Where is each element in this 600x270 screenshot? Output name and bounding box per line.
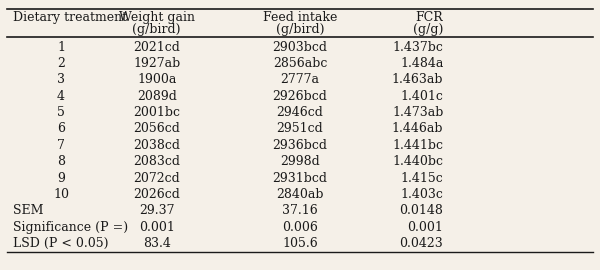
- Text: 2026cd: 2026cd: [133, 188, 180, 201]
- Text: 2001bc: 2001bc: [133, 106, 180, 119]
- Text: 1.440bc: 1.440bc: [392, 155, 443, 168]
- Text: 2089d: 2089d: [137, 90, 176, 103]
- Text: 9: 9: [57, 172, 65, 185]
- Text: 1927ab: 1927ab: [133, 57, 180, 70]
- Text: (g/g): (g/g): [413, 23, 443, 36]
- Text: 6: 6: [57, 123, 65, 136]
- Text: Weight gain: Weight gain: [119, 11, 194, 24]
- Text: 1.441bc: 1.441bc: [392, 139, 443, 152]
- Text: 2840ab: 2840ab: [276, 188, 324, 201]
- Text: 2998d: 2998d: [280, 155, 320, 168]
- Text: 37.16: 37.16: [282, 204, 318, 217]
- Text: (g/bird): (g/bird): [276, 23, 324, 36]
- Text: 105.6: 105.6: [282, 237, 318, 250]
- Text: 0.006: 0.006: [282, 221, 318, 234]
- Text: 1: 1: [57, 40, 65, 53]
- Text: (g/bird): (g/bird): [133, 23, 181, 36]
- Text: 0.001: 0.001: [407, 221, 443, 234]
- Text: 2038cd: 2038cd: [133, 139, 180, 152]
- Text: 3: 3: [57, 73, 65, 86]
- Text: 2056cd: 2056cd: [133, 123, 180, 136]
- Text: 2936bcd: 2936bcd: [272, 139, 328, 152]
- Text: Significance (P =): Significance (P =): [13, 221, 128, 234]
- Text: 2: 2: [57, 57, 65, 70]
- Text: 2926bcd: 2926bcd: [272, 90, 328, 103]
- Text: 0.0148: 0.0148: [400, 204, 443, 217]
- Text: 4: 4: [57, 90, 65, 103]
- Text: 2072cd: 2072cd: [133, 172, 180, 185]
- Text: 1.473ab: 1.473ab: [392, 106, 443, 119]
- Text: 10: 10: [53, 188, 69, 201]
- Text: LSD (P < 0.05): LSD (P < 0.05): [13, 237, 109, 250]
- Text: 1.401c: 1.401c: [400, 90, 443, 103]
- Text: 7: 7: [57, 139, 65, 152]
- Text: 1.403c: 1.403c: [400, 188, 443, 201]
- Text: 8: 8: [57, 155, 65, 168]
- Text: 5: 5: [57, 106, 65, 119]
- Text: 2083cd: 2083cd: [133, 155, 180, 168]
- Text: 2777a: 2777a: [281, 73, 320, 86]
- Text: 2903bcd: 2903bcd: [272, 40, 328, 53]
- Text: 1.463ab: 1.463ab: [392, 73, 443, 86]
- Text: 2856abc: 2856abc: [273, 57, 327, 70]
- Text: 1.415c: 1.415c: [401, 172, 443, 185]
- Text: 29.37: 29.37: [139, 204, 175, 217]
- Text: 1.446ab: 1.446ab: [392, 123, 443, 136]
- Text: FCR: FCR: [416, 11, 443, 24]
- Text: 2946cd: 2946cd: [277, 106, 323, 119]
- Text: 0.001: 0.001: [139, 221, 175, 234]
- Text: 1900a: 1900a: [137, 73, 176, 86]
- Text: 2931bcd: 2931bcd: [272, 172, 328, 185]
- Text: 0.0423: 0.0423: [400, 237, 443, 250]
- Text: 1.484a: 1.484a: [400, 57, 443, 70]
- Text: Feed intake: Feed intake: [263, 11, 337, 24]
- Text: 2021cd: 2021cd: [133, 40, 180, 53]
- Text: Dietary treatment: Dietary treatment: [13, 11, 127, 24]
- Text: SEM: SEM: [13, 204, 44, 217]
- Text: 1.437bc: 1.437bc: [392, 40, 443, 53]
- Text: 83.4: 83.4: [143, 237, 170, 250]
- Text: 2951cd: 2951cd: [277, 123, 323, 136]
